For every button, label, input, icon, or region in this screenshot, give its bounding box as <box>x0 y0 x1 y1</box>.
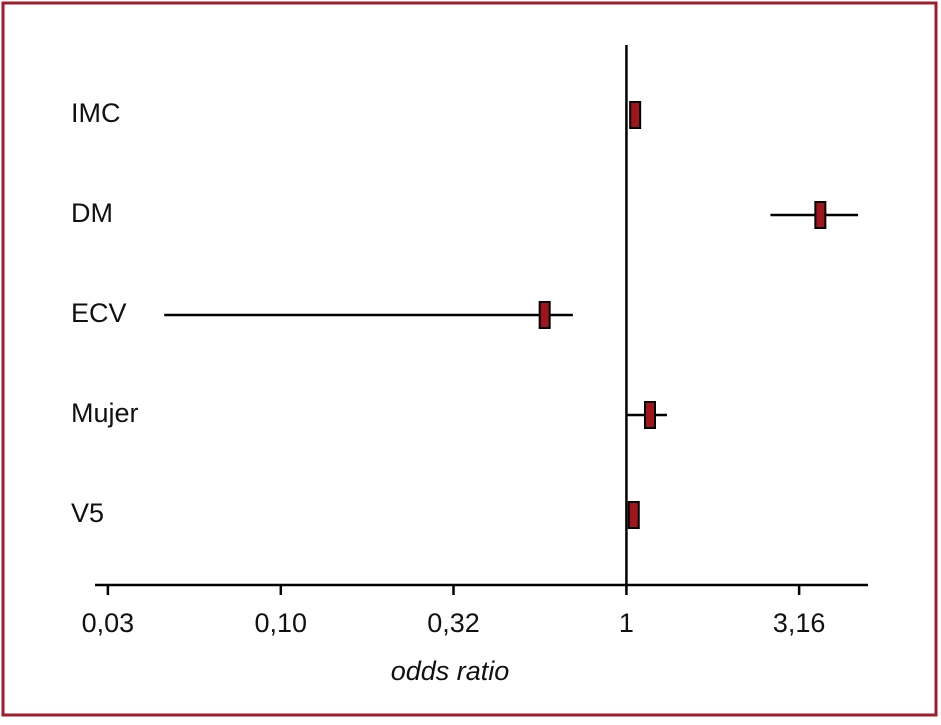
y-tick-label: DM <box>71 198 113 228</box>
y-tick-label: ECV <box>71 298 127 328</box>
point-estimate <box>627 501 640 529</box>
y-tick-label: Mujer <box>71 398 139 428</box>
x-tick-label: 0,32 <box>427 608 480 638</box>
y-tick-label: V5 <box>71 498 104 528</box>
x-tick-label: 0,03 <box>82 608 135 638</box>
y-tick-label: IMC <box>71 98 121 128</box>
point-estimate <box>643 401 656 429</box>
point-estimate <box>814 201 827 229</box>
point-estimate <box>538 301 551 329</box>
x-axis-label: odds ratio <box>391 656 510 686</box>
x-tick-label: 1 <box>619 608 634 638</box>
point-estimate <box>629 101 642 129</box>
x-tick-label: 0,10 <box>255 608 308 638</box>
x-tick-label: 3,16 <box>773 608 826 638</box>
